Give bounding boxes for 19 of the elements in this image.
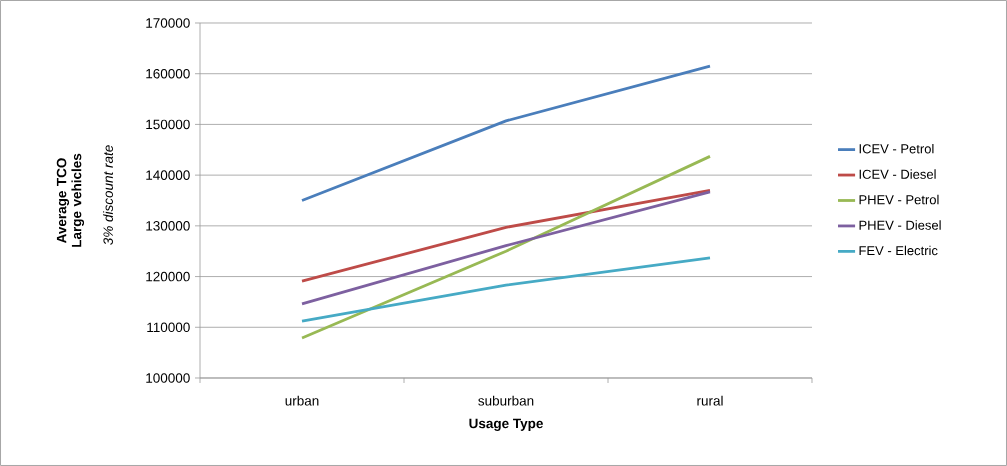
y-axis-title: Average TCO Large vehicles bbox=[56, 153, 85, 247]
x-tick-label: rural bbox=[697, 395, 723, 406]
y-tick-label: 110000 bbox=[147, 322, 190, 333]
y-tick-label: 100000 bbox=[146, 373, 190, 383]
legend-label: FEV - Electric bbox=[859, 245, 938, 256]
text: 3% discount rate bbox=[103, 145, 113, 245]
x-tick-label: suburban bbox=[478, 395, 534, 406]
y-tick-label: 130000 bbox=[146, 221, 190, 231]
x-tick-label: urban bbox=[285, 395, 319, 406]
legend-label: ICEV - Petrol bbox=[859, 143, 934, 154]
y-tick-label: 140000 bbox=[146, 170, 190, 180]
legend-label: PHEV - Diesel bbox=[859, 220, 941, 230]
legend-label: PHEV - Petrol bbox=[859, 194, 939, 205]
y-tick-label: 120000 bbox=[146, 271, 190, 282]
y-tick-label: 170000 bbox=[146, 18, 190, 28]
y-tick-label: 150000 bbox=[146, 119, 190, 130]
x-axis-title: Usage Type bbox=[469, 418, 543, 431]
legend-label: ICEV - Diesel bbox=[859, 169, 936, 179]
y-tick-label: 160000 bbox=[146, 68, 190, 79]
